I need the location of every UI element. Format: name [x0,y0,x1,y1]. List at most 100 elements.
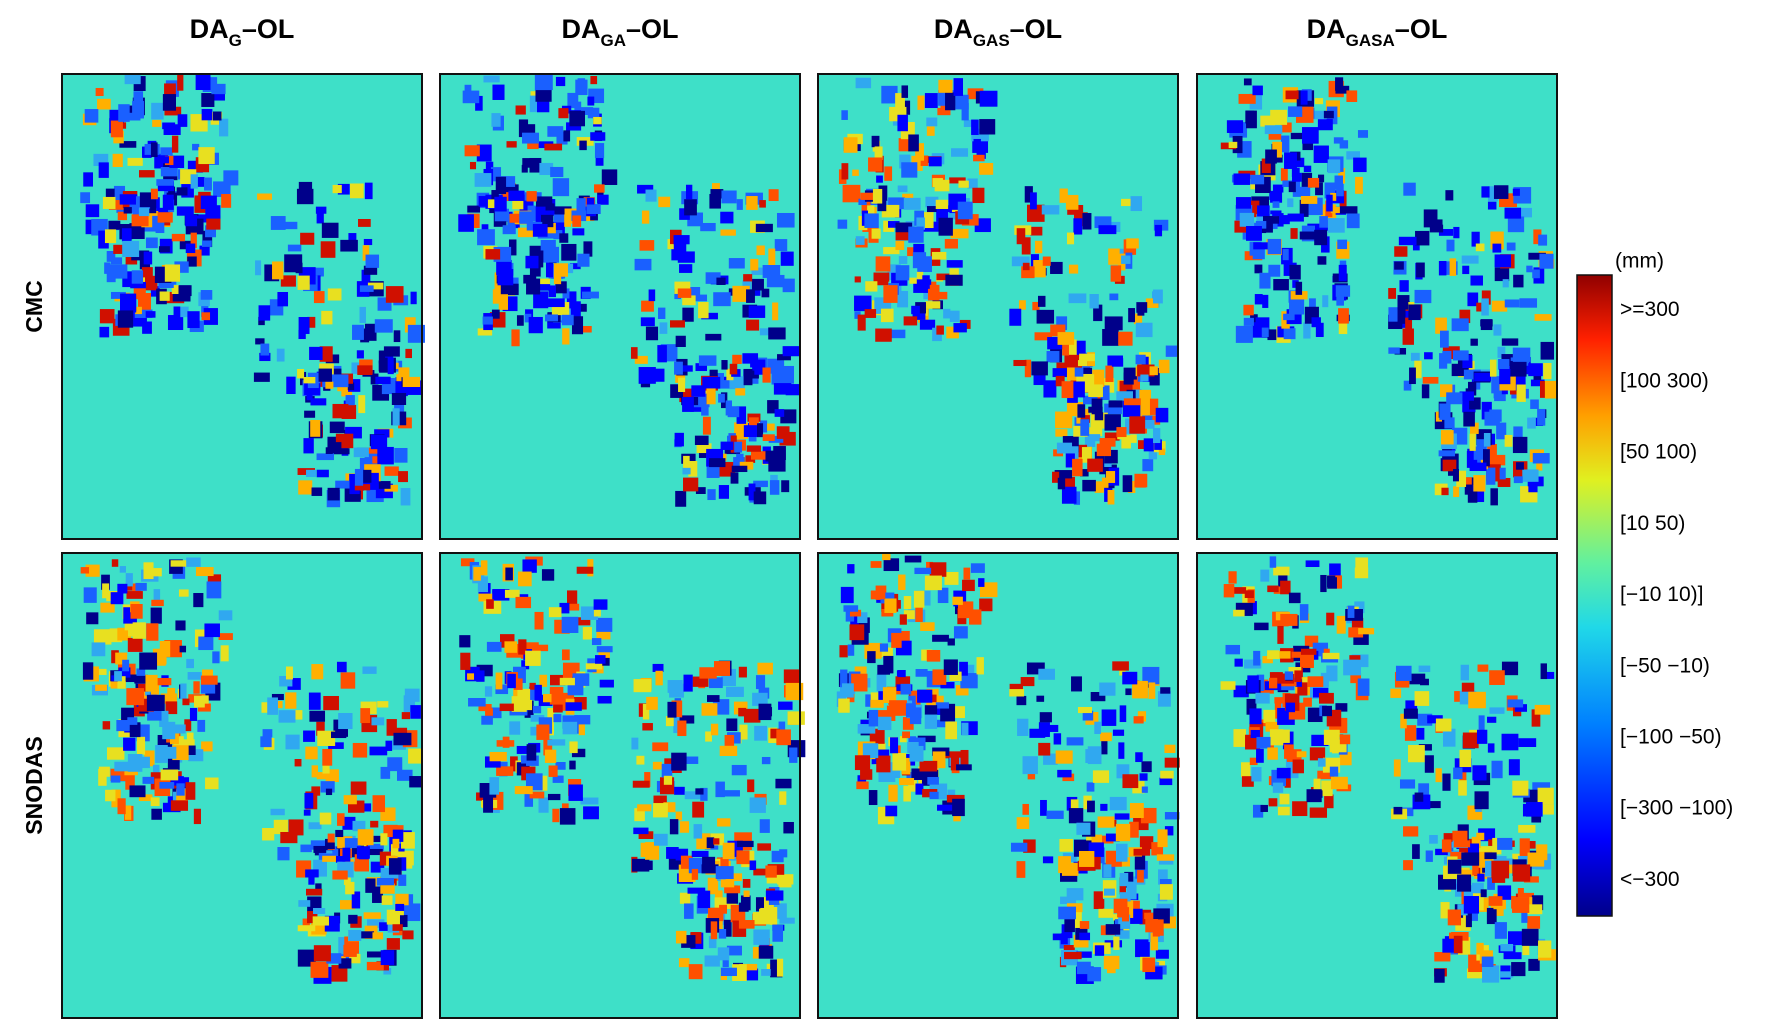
map-cell [1017,696,1027,705]
map-cell [398,875,406,886]
map-cell [1346,90,1357,102]
map-cell [1130,803,1144,818]
map-cell [298,330,305,339]
map-cell [1064,918,1075,933]
map-cell [1468,491,1478,502]
map-cell [1142,958,1155,973]
map-cell [297,369,304,378]
map-cell [467,206,480,213]
map-cell [1069,265,1078,274]
map-cell [1273,279,1289,290]
map-cell [465,145,480,156]
map-cell [392,393,406,405]
map-cell [314,945,331,961]
map-cell [354,862,364,871]
map-cell [1301,90,1308,104]
map-cell [1446,240,1454,252]
map-cell [1495,267,1509,281]
map-cell [1090,294,1099,308]
map-cell [974,139,981,149]
map-cell [186,659,194,668]
map-cell [1103,864,1111,877]
map-cell [1054,733,1061,744]
map-cell [1488,202,1496,210]
map-cell [1244,78,1252,85]
map-cell [1526,266,1532,273]
map-cell [1528,363,1543,376]
map-cell [944,659,958,675]
map-cell [405,689,420,702]
map-cell [1058,907,1076,920]
map-cell [135,583,146,591]
map-cell [1060,189,1068,203]
map-cell [1239,94,1256,104]
map-cell [956,764,972,770]
map-cell [1470,434,1476,451]
map-cell [548,298,565,307]
map-cell [1340,206,1358,213]
map-cell [1233,729,1246,747]
map-cell [980,91,998,107]
map-cell [126,688,144,705]
map-cell [355,469,363,486]
map-cell [105,229,116,243]
map-cell [131,604,143,619]
map-cell [1476,833,1484,840]
map-cell [345,882,354,894]
colorbar-label: [50 100) [1620,441,1697,464]
map-cell [864,213,878,228]
map-cell [654,834,668,846]
column-title: DAG–OL [190,14,295,50]
map-cell [1502,734,1519,751]
map-cell [633,828,648,834]
map-cell [207,581,222,598]
map-cell [123,738,135,751]
map-cell [1104,956,1120,969]
map-cell [389,858,402,874]
map-cell [337,813,345,826]
map-cell [543,694,551,702]
map-cell [95,685,107,691]
map-cell [765,451,777,462]
map-cell [151,809,162,820]
map-cell [1399,280,1408,292]
map-cell [1439,261,1447,275]
map-cell [1130,434,1136,443]
map-cell [1541,342,1554,360]
map-cell [783,346,801,356]
map-cell [1259,273,1270,289]
map-cell [535,75,553,90]
map-cell [876,176,883,183]
title-main: DA [1307,14,1346,44]
map-cell [594,184,605,192]
map-cell [172,136,178,153]
colorbar-label: [−10 10)] [1620,583,1703,606]
map-cell [395,904,404,911]
map-cell [1343,660,1361,676]
map-cell [1328,159,1341,173]
map-cell [522,165,528,173]
map-cell [1094,722,1101,734]
map-cell [321,311,332,324]
title-suffix: –OL [1010,14,1063,44]
map-cell [1273,567,1289,576]
map-cell [768,327,785,339]
map-cell [777,959,783,977]
map-cell [529,317,543,333]
map-cell [692,869,698,880]
map-cell [295,759,302,766]
colorbar-label: [10 50) [1620,512,1685,535]
map-cell [711,921,717,939]
map-cell [766,890,784,900]
map-cell [1415,793,1424,802]
map-cell [1499,369,1510,384]
map-cell [142,322,152,334]
map-cell [358,219,371,227]
map-cell [714,661,730,676]
map-cell [1416,263,1425,278]
map-cell [348,930,361,941]
map-cell [1297,751,1307,757]
map-cell [1284,744,1294,758]
map-cell [154,589,160,601]
map-cell [1135,939,1150,957]
